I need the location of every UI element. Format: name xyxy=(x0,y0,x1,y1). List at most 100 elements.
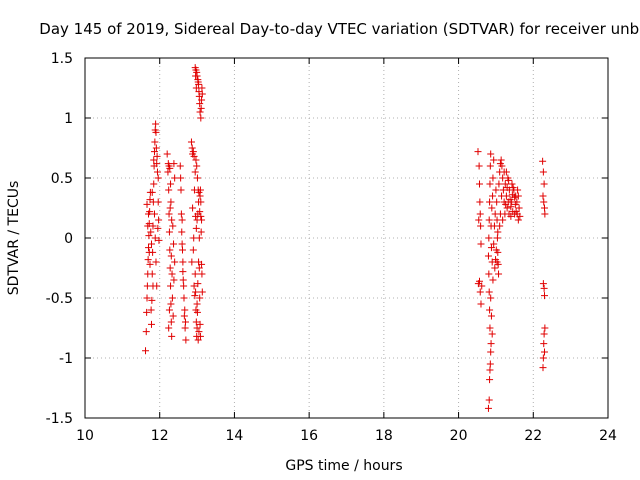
data-point xyxy=(169,312,177,320)
data-point xyxy=(498,192,506,200)
data-point xyxy=(475,162,483,170)
data-point xyxy=(486,360,494,368)
data-point xyxy=(180,312,188,320)
data-point xyxy=(170,240,178,248)
data-point xyxy=(155,236,163,244)
data-point xyxy=(167,318,175,326)
data-point xyxy=(541,324,549,332)
x-tick-label: 10 xyxy=(76,428,94,444)
data-point xyxy=(477,240,485,248)
data-point xyxy=(492,186,500,194)
data-point xyxy=(147,228,155,236)
data-point xyxy=(164,168,172,176)
data-point xyxy=(192,224,200,232)
x-tick-label: 24 xyxy=(599,428,617,444)
data-point xyxy=(145,210,153,218)
data-point xyxy=(485,216,493,224)
data-point xyxy=(171,258,179,266)
data-point xyxy=(196,192,204,200)
data-point xyxy=(495,270,503,278)
data-point xyxy=(166,164,174,172)
data-point xyxy=(148,270,156,278)
data-point xyxy=(188,258,196,266)
data-point xyxy=(189,148,197,156)
data-point xyxy=(179,258,187,266)
data-point xyxy=(487,312,495,320)
data-point xyxy=(166,246,174,254)
data-point xyxy=(148,188,156,196)
data-point xyxy=(165,228,173,236)
data-point xyxy=(501,180,509,188)
data-point xyxy=(196,108,204,116)
data-point xyxy=(154,224,162,232)
data-point xyxy=(196,332,204,340)
data-point xyxy=(166,264,174,272)
data-point xyxy=(193,162,201,170)
x-axis-label: GPS time / hours xyxy=(285,458,402,474)
data-point xyxy=(492,246,500,254)
data-points xyxy=(142,64,549,412)
data-point xyxy=(171,174,179,182)
data-point xyxy=(475,180,483,188)
data-point xyxy=(170,276,178,284)
data-point xyxy=(198,260,206,268)
y-tick-label: -1 xyxy=(59,351,73,367)
data-point xyxy=(539,354,547,362)
data-point xyxy=(493,198,501,206)
data-point xyxy=(152,258,160,266)
data-point xyxy=(477,300,485,308)
data-point xyxy=(196,294,204,302)
data-point xyxy=(177,210,185,218)
data-point xyxy=(194,280,202,288)
data-point xyxy=(539,364,547,372)
data-point xyxy=(177,174,185,182)
data-point xyxy=(513,210,521,218)
data-point xyxy=(170,160,178,168)
data-point xyxy=(196,100,204,108)
data-point xyxy=(539,168,547,176)
data-point xyxy=(485,396,493,404)
data-point xyxy=(198,90,206,98)
data-point xyxy=(181,318,189,326)
data-point xyxy=(147,240,155,248)
data-point xyxy=(498,162,506,170)
data-point xyxy=(154,198,162,206)
data-point xyxy=(180,294,188,302)
data-point xyxy=(142,328,150,336)
y-axis-label: SDTVAR / TECUs xyxy=(6,181,22,296)
data-point xyxy=(177,186,185,194)
data-point xyxy=(197,212,205,220)
y-tick-label: -1.5 xyxy=(46,411,73,427)
data-point xyxy=(494,228,502,236)
y-tick-label: 1 xyxy=(64,111,73,127)
data-point xyxy=(194,78,202,86)
data-point xyxy=(178,228,186,236)
y-tick-label: 0 xyxy=(64,231,73,247)
data-point xyxy=(487,150,495,158)
chart-title: Day 145 of 2019, Sidereal Day-to-day VTE… xyxy=(39,20,640,38)
data-point xyxy=(167,300,175,308)
x-tick-label: 22 xyxy=(524,428,542,444)
data-point xyxy=(178,216,186,224)
data-point xyxy=(508,180,516,188)
x-tick-label: 18 xyxy=(375,428,393,444)
data-point xyxy=(511,193,519,201)
data-point xyxy=(165,306,173,314)
data-point xyxy=(197,228,205,236)
data-point xyxy=(165,186,173,194)
data-point xyxy=(195,234,203,242)
data-point xyxy=(507,212,515,220)
data-point xyxy=(487,348,495,356)
data-point xyxy=(149,248,157,256)
data-point xyxy=(152,128,160,136)
data-point xyxy=(490,156,498,164)
data-point xyxy=(192,288,200,296)
data-point xyxy=(496,210,504,218)
data-point xyxy=(484,404,492,412)
data-point xyxy=(192,318,200,326)
data-point xyxy=(195,264,203,272)
data-point xyxy=(541,210,549,218)
data-point xyxy=(182,336,190,344)
data-point xyxy=(540,198,548,206)
data-point xyxy=(486,324,494,332)
